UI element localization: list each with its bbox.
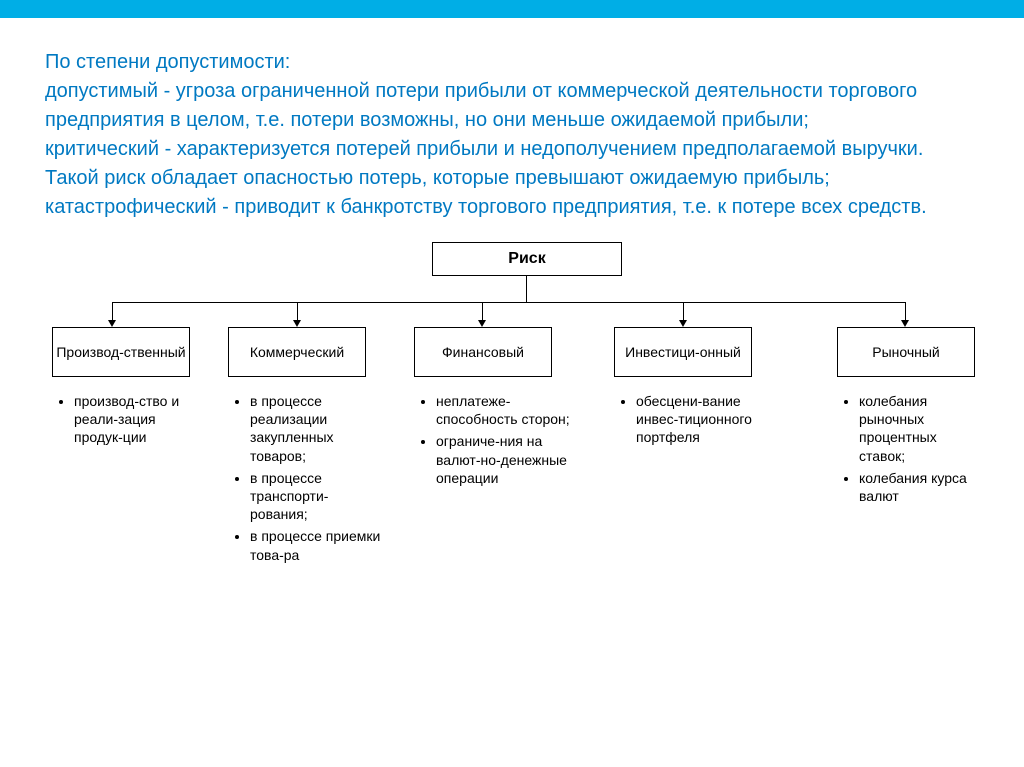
bullet-item: неплатеже-способность сторон; [436, 392, 570, 428]
bullets-market: колебания рыночных процентных ставок; ко… [843, 392, 983, 509]
connector-trunk [526, 276, 527, 302]
arrowhead-icon [108, 320, 116, 327]
arrowhead-icon [293, 320, 301, 327]
bullet-item: в процессе приемки това-ра [250, 527, 384, 563]
intro-paragraph: По степени допустимости: допустимый - уг… [45, 48, 979, 222]
arrowhead-icon [478, 320, 486, 327]
risk-tree-diagram: Риск Производ-ственный Коммерческий Фина… [52, 242, 972, 622]
bullet-item: колебания курса валют [859, 469, 983, 505]
child-node-commercial: Коммерческий [228, 327, 366, 377]
arrowhead-icon [901, 320, 909, 327]
content-area: По степени допустимости: допустимый - уг… [0, 18, 1024, 632]
child-node-production: Производ-ственный [52, 327, 190, 377]
bullets-commercial: в процессе реализации закупленных товаро… [234, 392, 384, 568]
connector-horizontal [112, 302, 905, 303]
child-node-market: Рыночный [837, 327, 975, 377]
bullet-item: в процессе реализации закупленных товаро… [250, 392, 384, 465]
bullets-production: производ-ство и реали-зация продук-ции [58, 392, 208, 451]
arrowhead-icon [679, 320, 687, 327]
bullets-investment: обесцени-вание инвес-тиционного портфеля [620, 392, 770, 451]
bullet-item: производ-ство и реали-зация продук-ции [74, 392, 208, 447]
bullet-item: ограниче-ния на валют-но-денежные операц… [436, 432, 570, 487]
child-node-investment: Инвестици-онный [614, 327, 752, 377]
bullets-financial: неплатеже-способность сторон; ограниче-н… [420, 392, 570, 491]
bullet-item: колебания рыночных процентных ставок; [859, 392, 983, 465]
child-node-financial: Финансовый [414, 327, 552, 377]
top-accent-bar [0, 0, 1024, 18]
root-node: Риск [432, 242, 622, 276]
bullet-item: обесцени-вание инвес-тиционного портфеля [636, 392, 770, 447]
bullet-item: в процессе транспорти-рования; [250, 469, 384, 524]
